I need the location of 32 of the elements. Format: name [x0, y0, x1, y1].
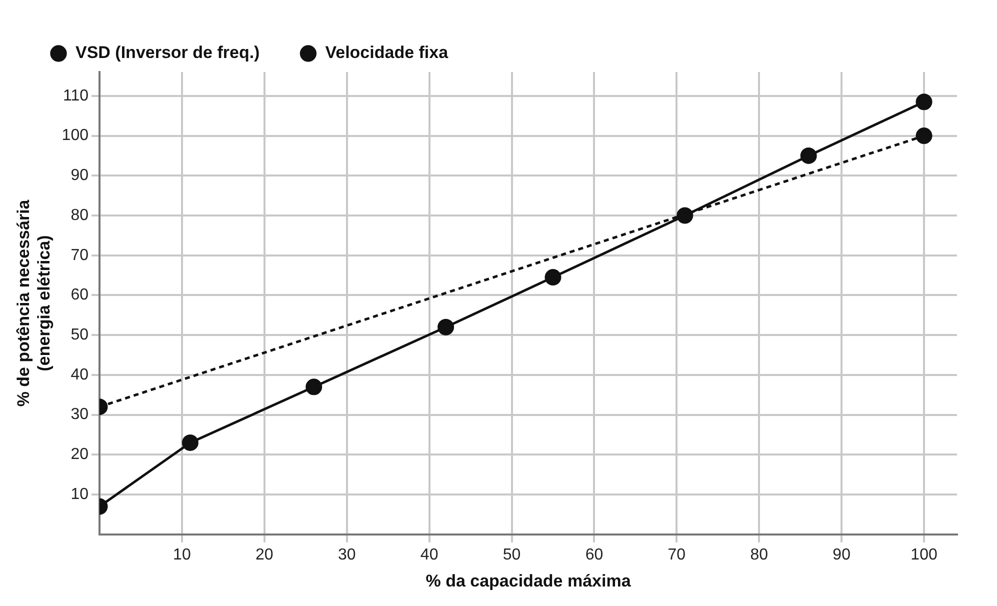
- legend-label: Velocidade fixa: [325, 43, 449, 62]
- point: [916, 94, 932, 110]
- y-tick-label: 20: [70, 446, 89, 464]
- x-tick-label: 10: [173, 546, 191, 564]
- x-tick-label: 60: [585, 546, 604, 564]
- x-tick-label: 50: [502, 546, 521, 564]
- y-tick-label: 80: [70, 206, 89, 224]
- y-tick-label: 100: [62, 127, 89, 144]
- x-tick-label: 70: [668, 546, 686, 564]
- point: [182, 434, 198, 451]
- x-tick-label: 40: [420, 546, 438, 564]
- point: [544, 269, 562, 286]
- y-tick-label: 60: [70, 286, 89, 304]
- x-tick-label: 80: [750, 546, 768, 564]
- y-tick-label: 40: [70, 366, 89, 384]
- x-tick-label: 90: [832, 546, 851, 564]
- y-tick-label: 30: [70, 406, 89, 424]
- y-tick-label: 50: [70, 326, 89, 344]
- y-tick-label: 70: [70, 246, 89, 264]
- point: [676, 207, 694, 224]
- point: [306, 378, 322, 396]
- y-tick-label: 110: [62, 87, 89, 104]
- x-axis-title: % da capacidade máxima: [426, 571, 632, 590]
- x-tick-label: 30: [338, 546, 356, 564]
- y-axis-title: % de potência necessária (energia elétrica): [14, 199, 54, 407]
- legend-label: VSD (Inversor de freq.): [76, 43, 260, 62]
- x-tick-label: 100: [910, 546, 938, 564]
- point: [800, 147, 817, 164]
- y-tick-label: 10: [70, 486, 89, 503]
- point: [438, 318, 454, 336]
- x-tick-label: 20: [256, 546, 274, 564]
- y-tick-label: 90: [70, 167, 89, 184]
